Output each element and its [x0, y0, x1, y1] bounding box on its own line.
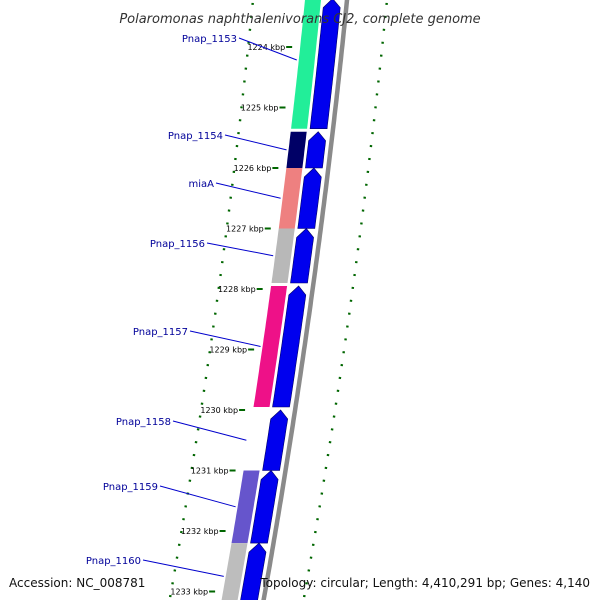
gene-bar[interactable] — [271, 228, 295, 284]
callout-line — [159, 485, 236, 508]
genome-backbone — [261, 0, 350, 600]
tick-label: 1230 kbp — [200, 406, 238, 415]
gene-callouts: Pnap_1153 Pnap_1154 miaA Pnap_1156 Pnap_1157… — [86, 34, 297, 577]
tick-label: 1231 kbp — [191, 467, 229, 476]
gene-bar[interactable] — [231, 470, 260, 544]
tick-label: 1227 kbp — [226, 225, 264, 234]
gc-dots-outer — [302, 0, 389, 600]
cds-arrow[interactable] — [250, 470, 279, 544]
callout-line — [142, 559, 224, 577]
gene-bar[interactable] — [253, 286, 288, 407]
cds-arrow[interactable] — [309, 0, 341, 129]
tick-label: 1232 kbp — [181, 527, 219, 536]
callout-line — [238, 37, 297, 61]
callout-line — [224, 134, 287, 151]
gene-bar[interactable] — [220, 543, 248, 600]
map-title: Polaromonas naphthalenivorans CJ2, compl… — [119, 12, 480, 27]
cds-arrow-track — [239, 0, 341, 600]
cds-arrow[interactable] — [290, 228, 314, 284]
kbp-tick-track: 1224 kbp 1225 kbp 1226 kbp 1227 kbp 1228 kbp… — [170, 43, 293, 597]
callout-line — [206, 242, 274, 257]
callout-line — [189, 330, 261, 347]
cds-arrow[interactable] — [262, 409, 289, 471]
gene-bar[interactable] — [286, 131, 307, 168]
cds-arrow[interactable] — [272, 285, 307, 408]
backbone-line — [261, 0, 350, 600]
gene-label[interactable]: Pnap_1153 — [182, 34, 237, 45]
accession-label: Accession: NC_008781 — [9, 576, 145, 590]
cds-arrow[interactable] — [297, 167, 322, 229]
gene-bar[interactable] — [278, 168, 303, 229]
gene-color-track — [220, 0, 321, 600]
gene-label[interactable]: Pnap_1160 — [86, 556, 141, 567]
gene-label[interactable]: Pnap_1158 — [116, 417, 171, 428]
cds-arrow[interactable] — [239, 542, 267, 600]
tick-label: 1226 kbp — [234, 164, 272, 173]
callout-line — [172, 420, 247, 441]
tick-label: 1233 kbp — [170, 588, 208, 597]
gene-label[interactable]: Pnap_1157 — [133, 327, 188, 338]
gene-label[interactable]: Pnap_1156 — [150, 239, 205, 250]
gene-label[interactable]: miaA — [189, 179, 215, 190]
tick-label: 1229 kbp — [209, 346, 247, 355]
tick-label: 1224 kbp — [247, 43, 285, 52]
callout-line — [215, 182, 281, 199]
tick-label: 1228 kbp — [218, 285, 256, 294]
cds-arrow[interactable] — [305, 131, 326, 169]
gene-bar[interactable] — [291, 0, 321, 129]
gene-label[interactable]: Pnap_1154 — [168, 131, 223, 142]
gc-dotted-tracks — [168, 0, 389, 600]
tick-label: 1225 kbp — [241, 104, 279, 113]
topology-summary: Topology: circular; Length: 4,410,291 bp… — [259, 576, 590, 590]
gene-label[interactable]: Pnap_1159 — [103, 482, 158, 493]
gc-dots-inner — [168, 0, 255, 600]
